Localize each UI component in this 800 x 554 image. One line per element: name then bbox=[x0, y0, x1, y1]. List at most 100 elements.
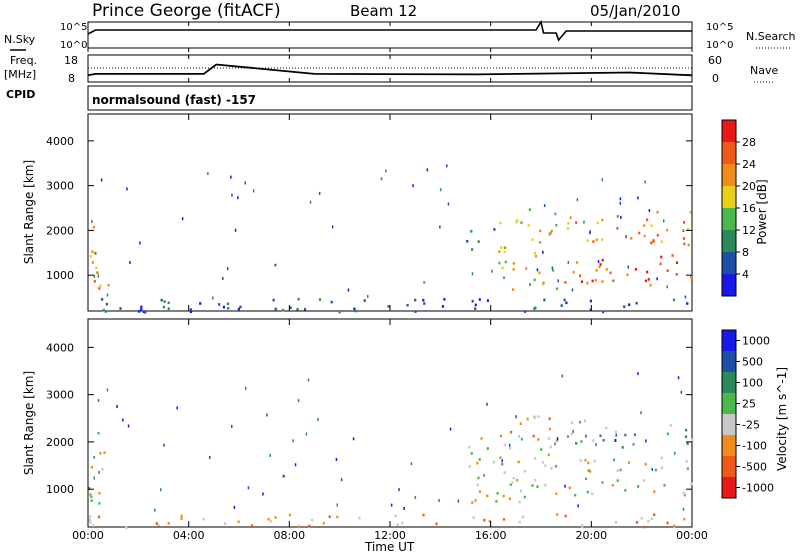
data-cell bbox=[684, 295, 687, 299]
data-cell bbox=[129, 261, 131, 264]
data-cell bbox=[656, 234, 659, 237]
nsky-label: N.Sky bbox=[4, 33, 36, 46]
data-cell bbox=[561, 374, 563, 378]
data-cell bbox=[643, 525, 646, 529]
data-cell bbox=[380, 177, 383, 181]
data-cell bbox=[422, 298, 425, 302]
data-cell bbox=[638, 231, 641, 235]
data-cell bbox=[572, 271, 575, 274]
data-cell bbox=[237, 196, 239, 200]
data-cell bbox=[471, 272, 474, 276]
data-cell bbox=[653, 490, 656, 493]
data-cell bbox=[523, 470, 526, 473]
data-cell bbox=[267, 517, 270, 521]
data-cell bbox=[624, 489, 627, 492]
data-cell bbox=[99, 451, 102, 455]
data-cell bbox=[512, 477, 515, 480]
data-cell bbox=[486, 447, 489, 450]
data-cell bbox=[515, 415, 517, 419]
colorbar-swatch bbox=[722, 230, 736, 252]
data-cell bbox=[167, 307, 170, 310]
data-cell bbox=[675, 273, 678, 276]
data-cell bbox=[336, 515, 339, 519]
data-cell bbox=[554, 442, 556, 446]
data-cell bbox=[330, 300, 333, 304]
data-cell bbox=[398, 488, 400, 492]
data-cell bbox=[548, 427, 551, 431]
data-cell bbox=[292, 439, 294, 443]
data-cell bbox=[93, 274, 96, 278]
data-cell bbox=[157, 523, 160, 527]
colorbar-swatch bbox=[722, 330, 736, 351]
data-cell bbox=[88, 518, 91, 522]
data-cell bbox=[471, 299, 474, 303]
data-cell bbox=[683, 493, 686, 497]
data-cell bbox=[648, 209, 651, 213]
velocity-ylabel: Slant Range [km] bbox=[22, 371, 36, 475]
time-tick-label: 16:00 bbox=[475, 529, 507, 542]
data-cell bbox=[226, 302, 230, 306]
data-cell bbox=[125, 526, 128, 530]
data-cell bbox=[140, 309, 143, 312]
data-cell bbox=[144, 311, 147, 314]
data-cell bbox=[160, 298, 163, 302]
data-cell bbox=[555, 492, 558, 496]
data-cell bbox=[231, 424, 233, 428]
data-cell bbox=[476, 461, 479, 465]
data-cell bbox=[435, 522, 438, 526]
data-cell bbox=[589, 308, 592, 312]
data-cell bbox=[587, 461, 590, 465]
data-cell bbox=[441, 305, 444, 308]
data-cell bbox=[574, 493, 577, 497]
data-cell bbox=[98, 491, 101, 495]
data-cell bbox=[556, 513, 559, 516]
data-cell bbox=[653, 513, 656, 516]
data-cell bbox=[438, 499, 440, 502]
velocity-colorbar: 1000 500 100 25 -25 -100 -500 -1000 bbox=[721, 329, 774, 499]
data-cell bbox=[564, 484, 566, 488]
velocity-range-ticks: 1000 2000 3000 4000 bbox=[46, 341, 692, 496]
data-cell bbox=[643, 479, 646, 482]
data-cell bbox=[632, 443, 635, 446]
data-cell bbox=[601, 280, 604, 283]
nsearch-label: N.Search bbox=[746, 30, 796, 43]
data-cell bbox=[180, 517, 183, 521]
data-cell bbox=[89, 255, 92, 258]
data-cell bbox=[621, 446, 624, 449]
data-cell bbox=[571, 421, 574, 424]
data-cell bbox=[92, 225, 95, 229]
data-cell bbox=[512, 288, 515, 291]
data-cell bbox=[331, 225, 334, 229]
data-cell bbox=[580, 280, 584, 283]
data-cell bbox=[572, 429, 574, 433]
data-cell bbox=[91, 220, 93, 223]
data-cell bbox=[274, 516, 277, 519]
data-cell bbox=[474, 499, 477, 502]
data-cell bbox=[682, 507, 685, 511]
data-cell bbox=[317, 418, 319, 422]
noise-left-tick-top: 10^5 bbox=[60, 22, 87, 33]
data-cell bbox=[609, 271, 612, 275]
data-cell bbox=[338, 310, 341, 314]
data-cell bbox=[282, 474, 285, 478]
data-cell bbox=[471, 501, 474, 504]
data-cell bbox=[551, 266, 554, 270]
data-cell bbox=[612, 458, 616, 462]
data-cell bbox=[499, 434, 503, 438]
data-cell bbox=[447, 202, 450, 206]
data-cell bbox=[686, 228, 690, 231]
data-cell bbox=[567, 261, 570, 264]
time-tick-label: 00:00 bbox=[676, 529, 708, 542]
data-cell bbox=[116, 405, 118, 408]
data-cell bbox=[537, 438, 540, 441]
colorbar-label: 24 bbox=[742, 158, 756, 171]
data-cell bbox=[502, 276, 506, 279]
data-cell bbox=[591, 492, 594, 496]
data-cell bbox=[483, 518, 486, 522]
range-tick-label: 1000 bbox=[46, 269, 74, 282]
data-cell bbox=[690, 482, 693, 486]
data-cell bbox=[93, 455, 96, 459]
data-cell bbox=[543, 298, 546, 302]
data-cell bbox=[634, 268, 637, 271]
data-cell bbox=[97, 431, 100, 435]
